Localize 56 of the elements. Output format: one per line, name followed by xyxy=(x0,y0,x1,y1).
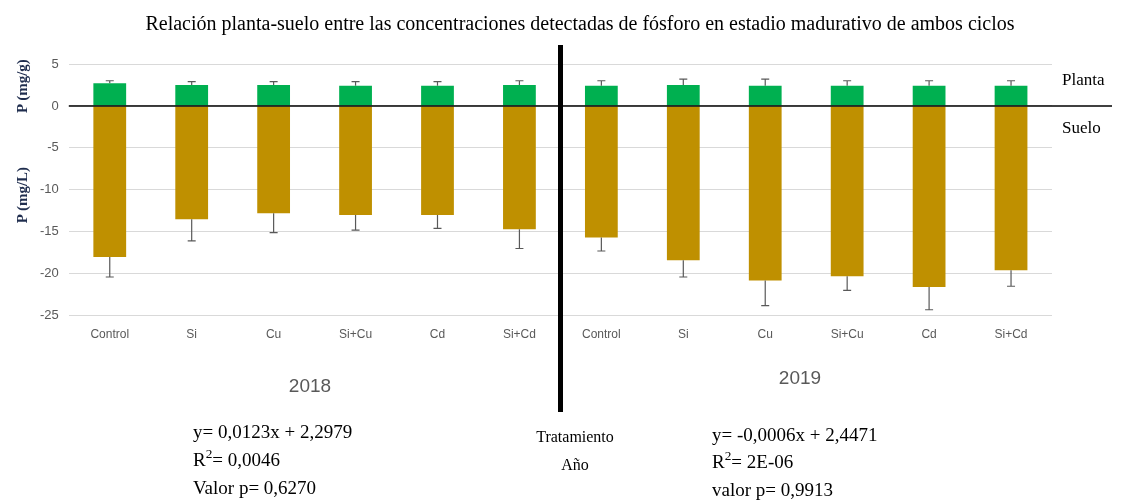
y-tick-label: -20 xyxy=(39,265,59,281)
bar xyxy=(994,106,1028,271)
x-tick-label: Si+Cu xyxy=(830,327,864,342)
bar xyxy=(748,106,782,281)
text: Suelo xyxy=(1062,118,1101,138)
bar xyxy=(339,106,372,215)
text: y= 0,0123x + 2,2979 xyxy=(193,421,353,442)
bar xyxy=(503,106,536,230)
x-tick-label: Control xyxy=(582,327,621,342)
y-tick-label: 5 xyxy=(51,55,59,71)
bar xyxy=(93,83,127,106)
y-axis-title: P (mg/L) xyxy=(14,166,31,224)
text: Planta xyxy=(1062,70,1105,90)
x-tick-label: Cd xyxy=(921,327,937,342)
bar xyxy=(175,84,209,106)
bar xyxy=(748,85,782,106)
x-tick-label: Control xyxy=(90,327,130,342)
x-tick-label: Cu xyxy=(757,327,773,342)
bar xyxy=(666,84,700,106)
y-tick-label: -10 xyxy=(39,181,59,197)
text: Valor p= 0,6270 xyxy=(193,477,317,498)
bar xyxy=(339,85,372,106)
x-tick-label: Si xyxy=(677,327,689,342)
x-tick-label: Cd xyxy=(429,327,446,342)
x-tick-label: Si+Cu xyxy=(339,327,373,342)
bar xyxy=(912,85,946,106)
bar xyxy=(584,106,618,238)
bar xyxy=(175,106,209,220)
y-tick-label: -5 xyxy=(47,139,59,155)
text: valor p= 0,9913 xyxy=(712,479,834,500)
bar xyxy=(257,106,291,214)
text: Tratamiento xyxy=(536,428,614,445)
text: P (mg/g) xyxy=(14,59,31,113)
x-tick-label: Cu xyxy=(265,327,282,342)
y-tick-label: 0 xyxy=(51,97,59,113)
text: y= -0,0006x + 2,4471 xyxy=(712,424,878,445)
bar xyxy=(93,106,127,257)
bar xyxy=(584,85,618,106)
bar xyxy=(421,85,454,106)
y-tick-label: -25 xyxy=(39,307,59,323)
text: 2018 xyxy=(288,375,332,396)
bar xyxy=(421,106,454,215)
text: 2019 xyxy=(778,367,822,388)
x-tick-label: Si xyxy=(186,327,198,342)
bar xyxy=(994,85,1028,106)
bar xyxy=(257,84,291,106)
x-tick-label: Si+Cd xyxy=(502,327,536,342)
bar xyxy=(912,106,946,288)
bar xyxy=(666,106,700,261)
text: Año xyxy=(561,456,589,473)
bar xyxy=(503,84,536,106)
x-tick-label: Si+Cd xyxy=(994,327,1028,342)
bar xyxy=(830,85,864,106)
chart-title: Relación planta-suelo entre las concentraciones detectadas de fósforo en estadio madurativo de ambos ciclos xyxy=(145,12,1015,35)
bar xyxy=(830,106,864,277)
y-tick-label: -15 xyxy=(39,223,59,239)
